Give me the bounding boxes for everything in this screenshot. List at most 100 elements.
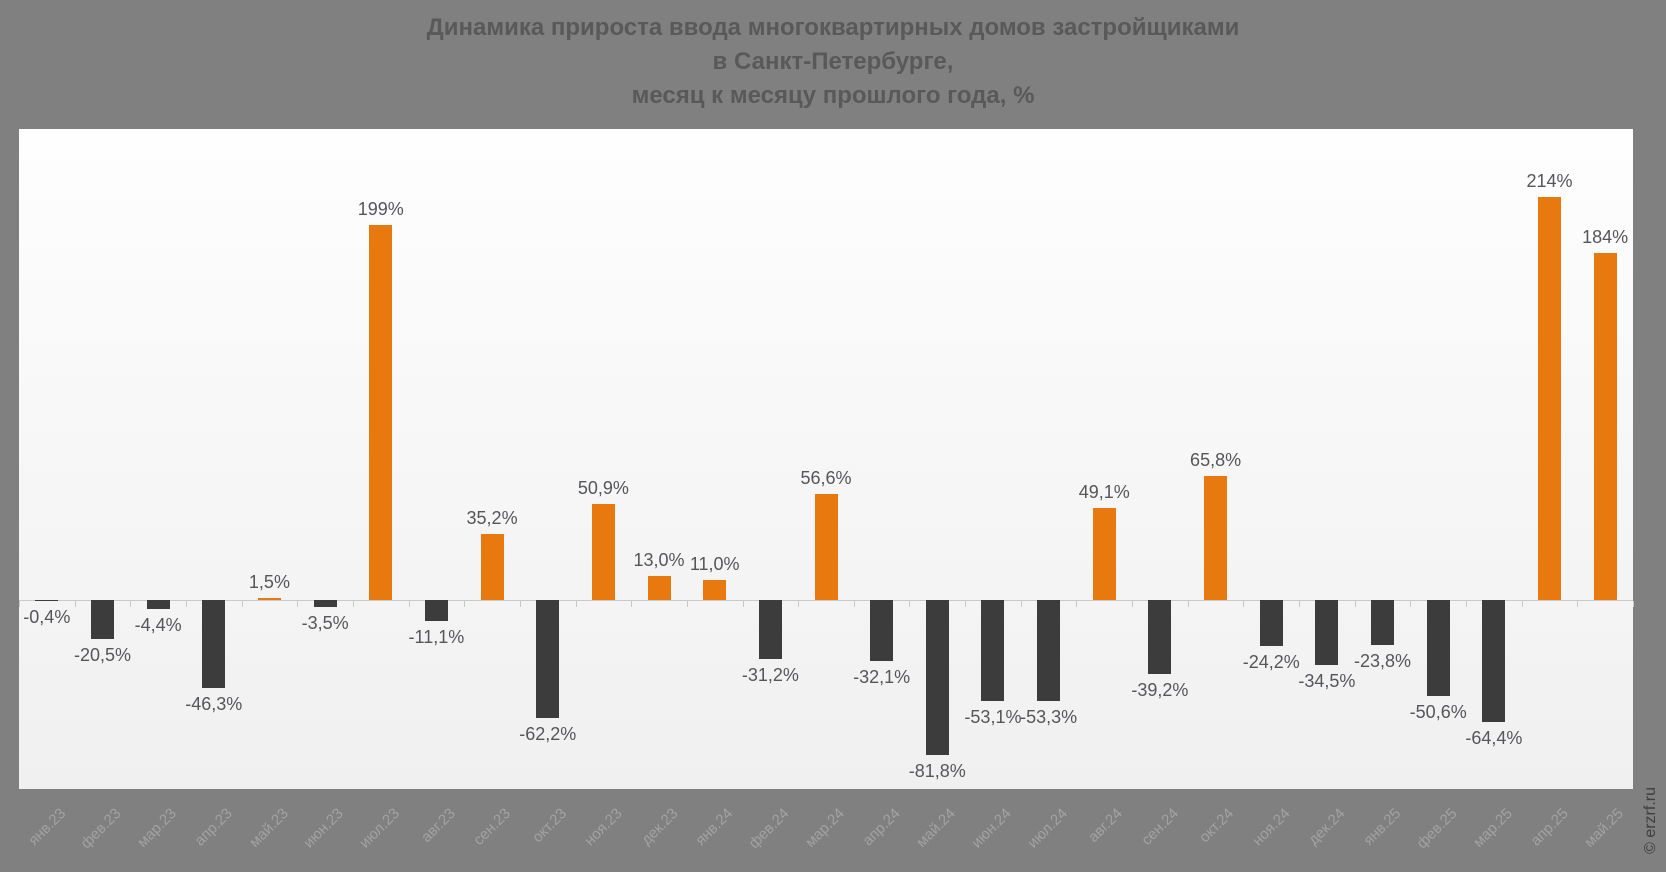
axis-tick bbox=[742, 601, 744, 607]
axis-tick bbox=[408, 601, 410, 607]
axis-tick bbox=[798, 601, 800, 607]
bar-value-label: 49,1% bbox=[1078, 481, 1130, 502]
bar-value-label: -53,3% bbox=[1020, 706, 1078, 727]
axis-tick bbox=[909, 601, 911, 607]
bar-мар.23 bbox=[146, 600, 170, 609]
bar-value-label: -23,8% bbox=[1354, 651, 1412, 672]
x-axis-label-фев.23: фев.23 bbox=[77, 805, 125, 853]
axis-tick bbox=[631, 601, 633, 607]
bar-май.23 bbox=[257, 597, 281, 601]
bar-value-label: -81,8% bbox=[908, 760, 966, 781]
plot-area: -0,4% -20,5% -4,4% -46,3% 1,5% -3,5% 199% -11,1… bbox=[19, 129, 1634, 789]
x-axis-label-апр.24: апр.24 bbox=[859, 805, 904, 850]
bar-май.25 bbox=[1593, 253, 1617, 601]
x-axis-label-окт.23: окт.23 bbox=[528, 805, 570, 847]
bar-дек.23 bbox=[647, 575, 671, 601]
bar-окт.24 bbox=[1204, 476, 1228, 601]
bar-окт.23 bbox=[536, 600, 560, 718]
bar-мар.25 bbox=[1482, 600, 1506, 722]
bar-июн.23 bbox=[313, 600, 337, 608]
x-axis-labels: янв.23 фев.23 мар.23 апр.23 май.23 июн.23 июл.… bbox=[19, 795, 1633, 872]
axis-tick bbox=[1187, 601, 1189, 607]
x-axis-label-авг.24: авг.24 bbox=[1085, 805, 1127, 846]
bar-value-label: 50,9% bbox=[577, 478, 629, 499]
bar-value-label: -11,1% bbox=[408, 627, 465, 648]
x-axis-label-дек.23: дек.23 bbox=[637, 805, 682, 849]
x-axis-label-авг.23: авг.23 bbox=[417, 805, 459, 846]
axis-tick bbox=[1243, 601, 1245, 607]
axis-tick bbox=[686, 601, 688, 607]
bar-value-label: -24,2% bbox=[1242, 652, 1300, 673]
axis-tick bbox=[241, 601, 243, 607]
bar-value-label: -39,2% bbox=[1131, 680, 1189, 701]
axis-tick bbox=[297, 601, 299, 607]
bar-фев.25 bbox=[1426, 600, 1450, 696]
bar-value-label: 13,0% bbox=[633, 549, 685, 570]
axis-tick bbox=[19, 601, 20, 607]
axis-tick bbox=[965, 601, 967, 607]
axis-tick bbox=[464, 601, 466, 607]
bar-апр.23 bbox=[202, 600, 226, 688]
bar-value-label: -4,4% bbox=[134, 614, 182, 635]
chart-title-line-2: в Санкт-Петербурге, bbox=[712, 48, 954, 75]
bar-value-label: 65,8% bbox=[1190, 450, 1242, 471]
bar-апр.24 bbox=[870, 600, 894, 661]
x-axis-label-сен.24: сен.24 bbox=[1138, 805, 1182, 849]
axis-tick bbox=[1466, 601, 1468, 607]
axis-tick bbox=[1132, 601, 1134, 607]
bar-апр.25 bbox=[1538, 196, 1562, 601]
chart-title: Динамика прироста ввода многоквартирных … bbox=[0, 11, 1666, 113]
x-axis-label-сен.23: сен.23 bbox=[470, 805, 515, 849]
bar-value-label: 11,0% bbox=[689, 553, 740, 574]
x-axis-label-мар.24: мар.24 bbox=[802, 805, 849, 851]
axis-tick bbox=[74, 601, 76, 607]
x-axis-label-фев.24: фев.24 bbox=[745, 805, 793, 853]
bar-янв.23 bbox=[35, 600, 59, 602]
axis-tick bbox=[185, 601, 187, 607]
bar-янв.25 bbox=[1371, 600, 1395, 646]
x-axis-label-янв.23: янв.23 bbox=[24, 805, 69, 850]
chart-title-line-1: Динамика прироста ввода многоквартирных … bbox=[426, 14, 1240, 41]
x-axis-label-ноя.23: ноя.23 bbox=[581, 805, 626, 850]
x-axis-label-июн.24: июн.24 bbox=[968, 805, 1015, 852]
bar-value-label: 184% bbox=[1582, 227, 1629, 248]
bar-value-label: 56,6% bbox=[800, 467, 852, 488]
bar-value-label: -0,4% bbox=[23, 607, 71, 628]
x-axis-label-янв.25: янв.25 bbox=[1360, 805, 1405, 850]
x-axis-label-мар.23: мар.23 bbox=[134, 805, 181, 851]
bar-дек.24 bbox=[1315, 600, 1339, 666]
axis-tick bbox=[1633, 601, 1634, 607]
bar-июн.24 bbox=[981, 600, 1005, 701]
x-axis-label-фев.25: фев.25 bbox=[1413, 805, 1461, 853]
bar-мар.24 bbox=[814, 493, 838, 601]
bar-май.24 bbox=[925, 600, 949, 755]
x-axis-label-май.25: май.25 bbox=[1581, 805, 1628, 851]
x-axis-label-июл.24: июл.24 bbox=[1024, 805, 1071, 852]
axis-tick bbox=[853, 601, 855, 607]
bar-value-label: -62,2% bbox=[519, 723, 577, 744]
axis-tick bbox=[1076, 601, 1078, 607]
x-axis-label-май.24: май.24 bbox=[913, 805, 960, 851]
x-axis-label-июн.23: июн.23 bbox=[300, 805, 348, 852]
axis-tick bbox=[1354, 601, 1356, 607]
bar-value-label: -20,5% bbox=[73, 645, 131, 666]
bar-value-label: -34,5% bbox=[1298, 671, 1356, 692]
chart-title-line-3: месяц к месяцу прошлого года, % bbox=[631, 82, 1035, 109]
x-axis-label-ноя.24: ноя.24 bbox=[1248, 805, 1294, 850]
x-axis-label-мар.25: мар.25 bbox=[1470, 805, 1516, 851]
bar-фев.23 bbox=[90, 600, 114, 640]
axis-tick bbox=[1299, 601, 1301, 607]
bar-value-label: 35,2% bbox=[466, 508, 518, 529]
bar-авг.23 bbox=[424, 600, 448, 622]
x-axis-label-дек.24: дек.24 bbox=[1305, 805, 1349, 849]
axis-tick bbox=[130, 601, 132, 607]
bar-value-label: 214% bbox=[1526, 170, 1573, 191]
bar-ноя.23 bbox=[591, 504, 615, 601]
bar-сен.24 bbox=[1148, 600, 1172, 675]
bar-фев.24 bbox=[758, 600, 782, 660]
bar-value-label: 199% bbox=[357, 199, 404, 220]
x-axis-label-апр.25: апр.25 bbox=[1527, 805, 1572, 850]
bar-сен.23 bbox=[480, 534, 504, 601]
x-axis-label-окт.24: окт.24 bbox=[1196, 805, 1238, 847]
